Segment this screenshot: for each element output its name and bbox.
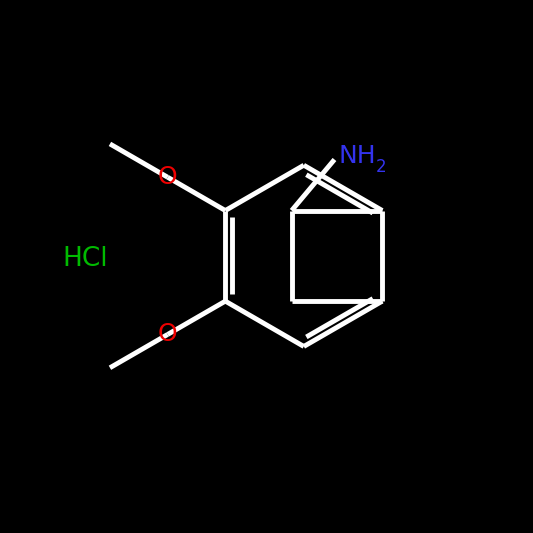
Text: O: O [158, 322, 177, 346]
Text: O: O [158, 165, 177, 189]
Text: NH: NH [338, 144, 376, 168]
Text: 2: 2 [376, 158, 387, 176]
Text: HCl: HCl [62, 246, 108, 271]
